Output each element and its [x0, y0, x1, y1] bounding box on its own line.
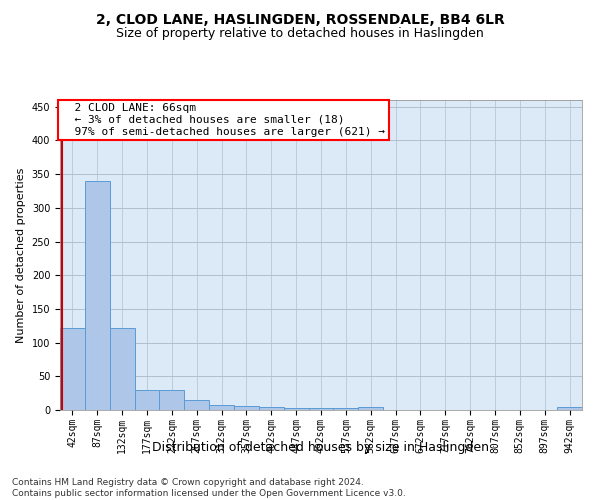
- Bar: [184, 400, 209, 410]
- Bar: [209, 404, 234, 410]
- Bar: [134, 390, 160, 410]
- Bar: [284, 408, 308, 410]
- Text: 2, CLOD LANE, HASLINGDEN, ROSSENDALE, BB4 6LR: 2, CLOD LANE, HASLINGDEN, ROSSENDALE, BB…: [95, 12, 505, 26]
- Bar: [358, 406, 383, 410]
- Bar: [308, 408, 334, 410]
- Text: Distribution of detached houses by size in Haslingden: Distribution of detached houses by size …: [152, 441, 490, 454]
- Text: Contains HM Land Registry data © Crown copyright and database right 2024.
Contai: Contains HM Land Registry data © Crown c…: [12, 478, 406, 498]
- Bar: [60, 328, 85, 410]
- Bar: [334, 408, 358, 410]
- Bar: [234, 406, 259, 410]
- Bar: [85, 181, 110, 410]
- Bar: [160, 390, 184, 410]
- Bar: [557, 406, 582, 410]
- Y-axis label: Number of detached properties: Number of detached properties: [16, 168, 26, 342]
- Text: 2 CLOD LANE: 66sqm
  ← 3% of detached houses are smaller (18)
  97% of semi-deta: 2 CLOD LANE: 66sqm ← 3% of detached hous…: [61, 104, 385, 136]
- Bar: [110, 328, 134, 410]
- Bar: [259, 408, 284, 410]
- Text: Size of property relative to detached houses in Haslingden: Size of property relative to detached ho…: [116, 28, 484, 40]
